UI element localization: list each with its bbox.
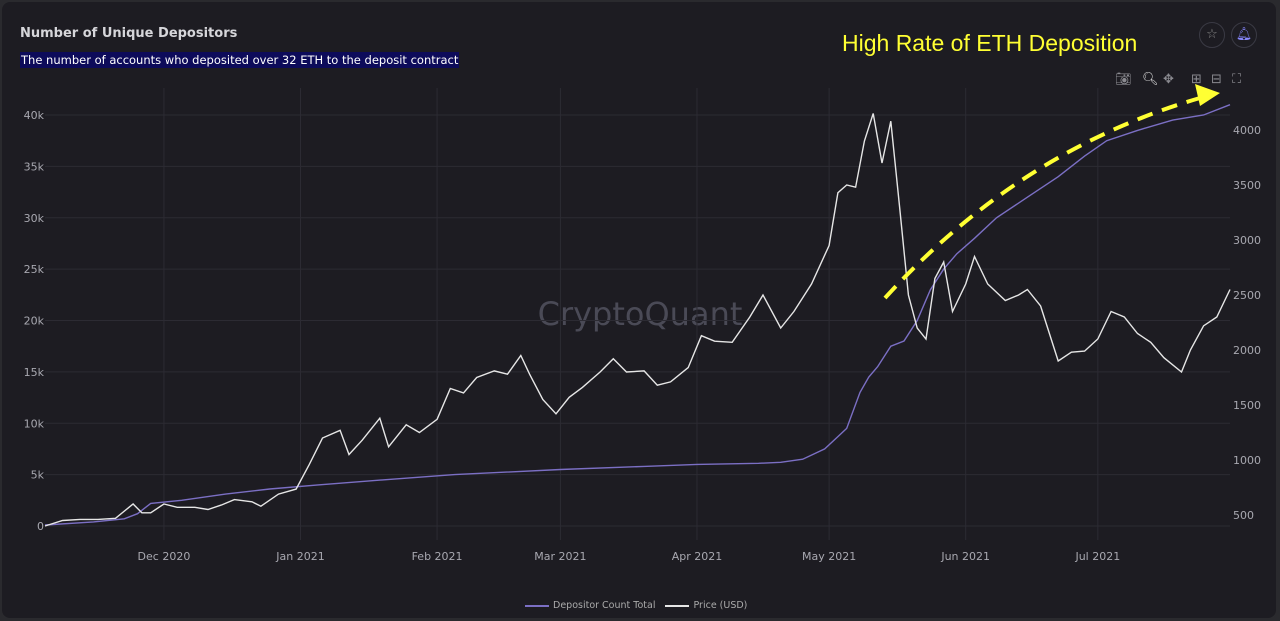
y-right-tick-label: 500 bbox=[1233, 509, 1254, 522]
y-left-tick-label: 20k bbox=[24, 315, 45, 328]
y-right-tick-label: 2000 bbox=[1233, 344, 1261, 357]
autoscale-icon[interactable]: ⛶ bbox=[1232, 72, 1242, 87]
camera-icon[interactable]: 📷︎ bbox=[1115, 72, 1132, 87]
y-left-tick-label: 30k bbox=[24, 212, 45, 225]
legend-item-depositors[interactable]: Depositor Count Total bbox=[525, 600, 655, 611]
x-tick-label: Jul 2021 bbox=[1074, 550, 1120, 563]
legend-item-price[interactable]: Price (USD) bbox=[665, 600, 747, 611]
y-right-tick-label: 4000 bbox=[1233, 124, 1261, 137]
y-left-tick-label: 40k bbox=[24, 109, 45, 122]
y-right-tick-label: 1500 bbox=[1233, 399, 1261, 412]
y-left-tick-label: 15k bbox=[24, 366, 45, 379]
bell-icon[interactable]: 🔔︎ bbox=[1231, 22, 1257, 48]
pan-icon[interactable]: ✥ bbox=[1163, 72, 1174, 87]
y-right-tick-label: 2500 bbox=[1233, 289, 1261, 302]
y-right-tick-label: 3000 bbox=[1233, 234, 1261, 247]
star-icon[interactable]: ☆ bbox=[1199, 22, 1225, 48]
x-tick-label: Jan 2021 bbox=[275, 550, 324, 563]
chart-title: Number of Unique Depositors bbox=[20, 26, 238, 41]
y-left-tick-label: 0 bbox=[37, 520, 44, 533]
x-tick-label: Feb 2021 bbox=[412, 550, 463, 563]
y-left-tick-label: 35k bbox=[24, 160, 45, 173]
y-left-tick-label: 25k bbox=[24, 263, 45, 276]
annotation-text: High Rate of ETH Deposition bbox=[842, 30, 1138, 56]
x-tick-label: Mar 2021 bbox=[534, 550, 586, 563]
zoom-out-icon[interactable]: ⊟ bbox=[1211, 72, 1222, 87]
legend: Depositor Count Total Price (USD) bbox=[525, 600, 747, 611]
y-right-tick-label: 1000 bbox=[1233, 454, 1261, 467]
price-line bbox=[44, 113, 1231, 527]
watermark: CryptoQuant bbox=[538, 295, 743, 333]
x-tick-label: Dec 2020 bbox=[138, 550, 191, 563]
y-right-tick-label: 3500 bbox=[1233, 179, 1261, 192]
x-tick-label: Apr 2021 bbox=[672, 550, 723, 563]
zoom-icon[interactable]: 🔍︎ bbox=[1142, 72, 1159, 87]
zoom-in-icon[interactable]: ⊞ bbox=[1191, 72, 1202, 87]
chart-subtitle: The number of accounts who deposited ove… bbox=[20, 52, 460, 68]
annotation-arrow bbox=[883, 84, 1220, 300]
y-left-tick-label: 5k bbox=[31, 469, 45, 482]
y-left-tick-label: 10k bbox=[24, 417, 45, 430]
x-tick-label: May 2021 bbox=[802, 550, 856, 563]
x-tick-label: Jun 2021 bbox=[940, 550, 990, 563]
